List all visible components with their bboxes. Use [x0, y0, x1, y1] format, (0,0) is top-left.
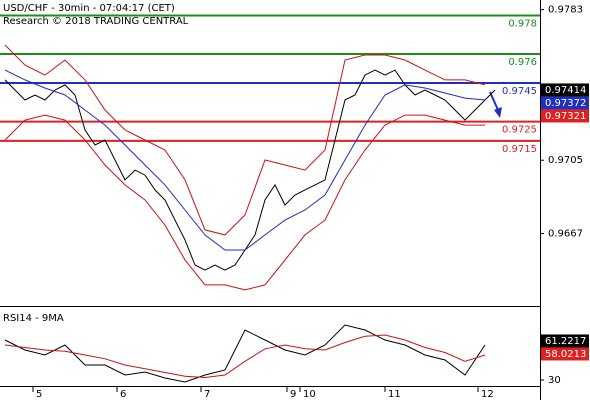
level-label: 0.9715 — [502, 144, 537, 155]
value-marker — [541, 347, 589, 361]
level-label: 0.9725 — [502, 125, 537, 136]
value-marker — [541, 334, 589, 348]
level-label: 0.976 — [508, 57, 537, 68]
chart-subtitle: Research © 2018 TRADING CENTRAL — [3, 16, 189, 27]
arrow — [489, 91, 499, 111]
series-line — [4, 324, 486, 383]
y-tick-label: 0.9705 — [548, 155, 583, 166]
series-line — [4, 334, 486, 379]
x-tick-label: 12 — [481, 389, 494, 400]
x-tick-label: 11 — [388, 389, 401, 400]
y-tick-label: 30 — [548, 375, 561, 386]
y-tick-label: 0.9667 — [548, 229, 583, 240]
series-line — [4, 44, 486, 236]
x-tick-label: 7 — [204, 389, 210, 400]
value-marker-label: 61.2217 — [545, 336, 586, 347]
x-tick-label: 5 — [36, 389, 42, 400]
value-marker — [541, 96, 589, 110]
value-marker-label: 0.97414 — [545, 85, 586, 96]
value-marker-label: 0.97372 — [545, 98, 586, 109]
value-marker-label: 0.97321 — [545, 111, 586, 122]
series-line — [4, 69, 486, 251]
level-label: 0.978 — [508, 18, 537, 29]
chart-title: USD/CHF - 30min - 07:04:17 (CET) — [3, 3, 175, 14]
value-marker-label: 58.0213 — [545, 349, 586, 360]
x-tick-label: 6 — [120, 389, 126, 400]
series-line — [4, 114, 485, 291]
value-marker — [541, 83, 589, 97]
arrow-head — [494, 107, 502, 118]
x-tick-label: 10 — [303, 389, 316, 400]
y-tick-label: 0.9783 — [548, 5, 583, 16]
series-line — [4, 69, 496, 271]
x-tick-label: 9 — [290, 389, 296, 400]
level-label: 0.9745 — [502, 86, 537, 97]
value-marker — [541, 109, 589, 123]
rsi-title: RSI14 - 9MA — [3, 313, 64, 324]
